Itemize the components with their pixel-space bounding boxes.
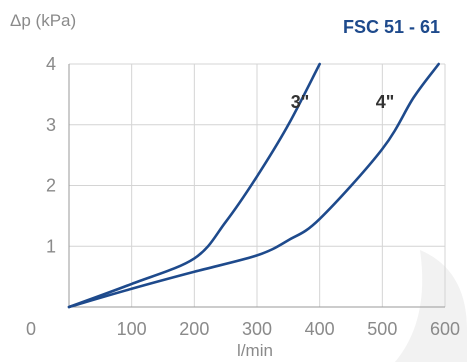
- x-tick-label: 600: [430, 319, 460, 339]
- y-tick-label: 4: [46, 54, 56, 74]
- y-tick-label: 3: [46, 115, 56, 135]
- series-line-3in: [67, 62, 321, 309]
- x-tick-label: 400: [305, 319, 335, 339]
- grid: [69, 63, 446, 307]
- x-tick-label: 100: [117, 319, 147, 339]
- y-tick-label: 2: [46, 176, 56, 196]
- origin-label: 0: [26, 319, 36, 339]
- series-layer: [67, 62, 440, 309]
- y-axis-title: Δp (kPa): [10, 11, 76, 30]
- series-label-4in: 4": [376, 92, 395, 112]
- chart-title: FSC 51 - 61: [343, 17, 440, 37]
- x-tick-label: 500: [367, 319, 397, 339]
- series-label-3in: 3": [291, 92, 310, 112]
- x-tick-label: 300: [242, 319, 272, 339]
- labels: Δp (kPa) FSC 51 - 61 l/min 0 100 200 300 40…: [10, 11, 460, 360]
- x-tick-label: 200: [179, 319, 209, 339]
- series-line-4in: [67, 62, 440, 309]
- y-tick-label: 1: [46, 236, 56, 256]
- x-axis-title: l/min: [237, 341, 273, 360]
- watermark-shape: [395, 250, 467, 362]
- axes: [68, 64, 445, 308]
